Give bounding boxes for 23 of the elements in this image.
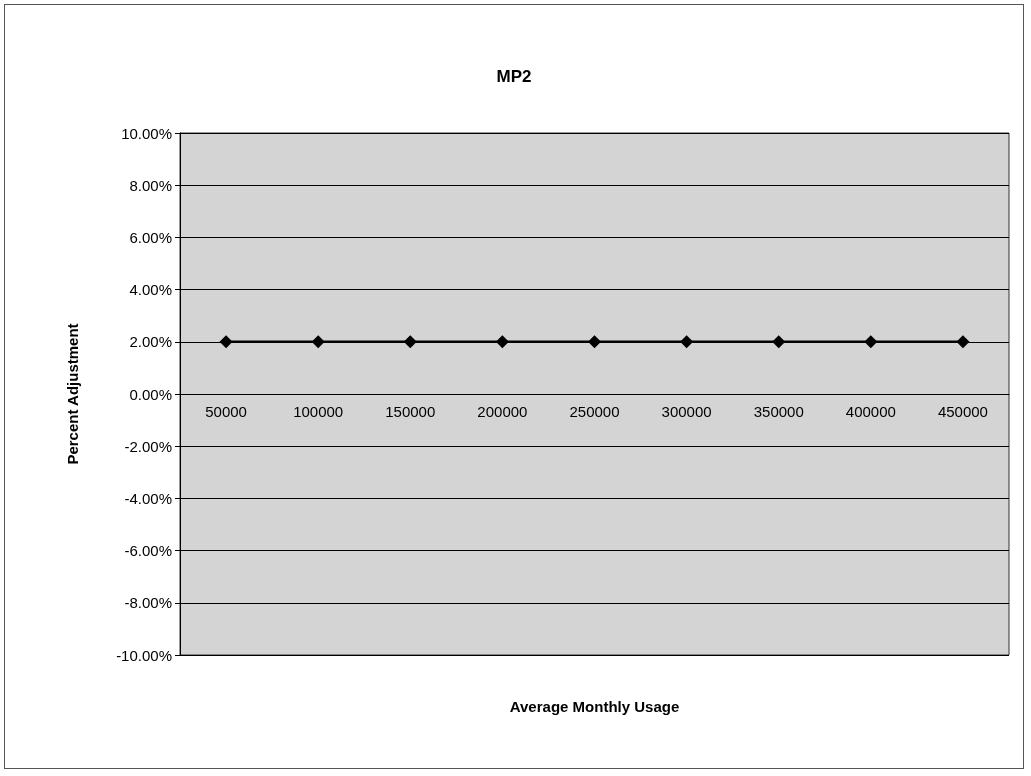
chart-title: MP2 — [496, 67, 532, 86]
x-tick-label: 200000 — [477, 403, 528, 420]
y-tick-label: 0.00% — [129, 385, 172, 403]
x-tick-label: 350000 — [753, 403, 804, 420]
y-tick-label: -10.00% — [116, 646, 172, 664]
y-tick-label: -8.00% — [124, 594, 172, 612]
y-tick-label: -6.00% — [124, 542, 172, 560]
x-tick-label: 450000 — [937, 403, 988, 420]
y-tick-label: 6.00% — [129, 228, 172, 246]
x-tick-label: 50000 — [205, 403, 247, 420]
x-tick-label: 250000 — [569, 403, 620, 420]
y-tick-label: 2.00% — [129, 333, 172, 351]
y-tick-label: -4.00% — [124, 489, 172, 507]
y-tick-label: 10.00% — [121, 124, 172, 142]
y-tick-label: -2.00% — [124, 437, 172, 455]
x-tick-label: 100000 — [293, 403, 344, 420]
x-tick-label: 150000 — [385, 403, 436, 420]
x-tick-label: 400000 — [845, 403, 896, 420]
x-axis-title: Average Monthly Usage — [509, 697, 680, 715]
y-axis-title: Percent Adjustment — [64, 323, 81, 465]
x-tick-label: 300000 — [661, 403, 712, 420]
y-tick-label: 4.00% — [129, 281, 172, 299]
y-tick-label: 8.00% — [129, 176, 172, 194]
